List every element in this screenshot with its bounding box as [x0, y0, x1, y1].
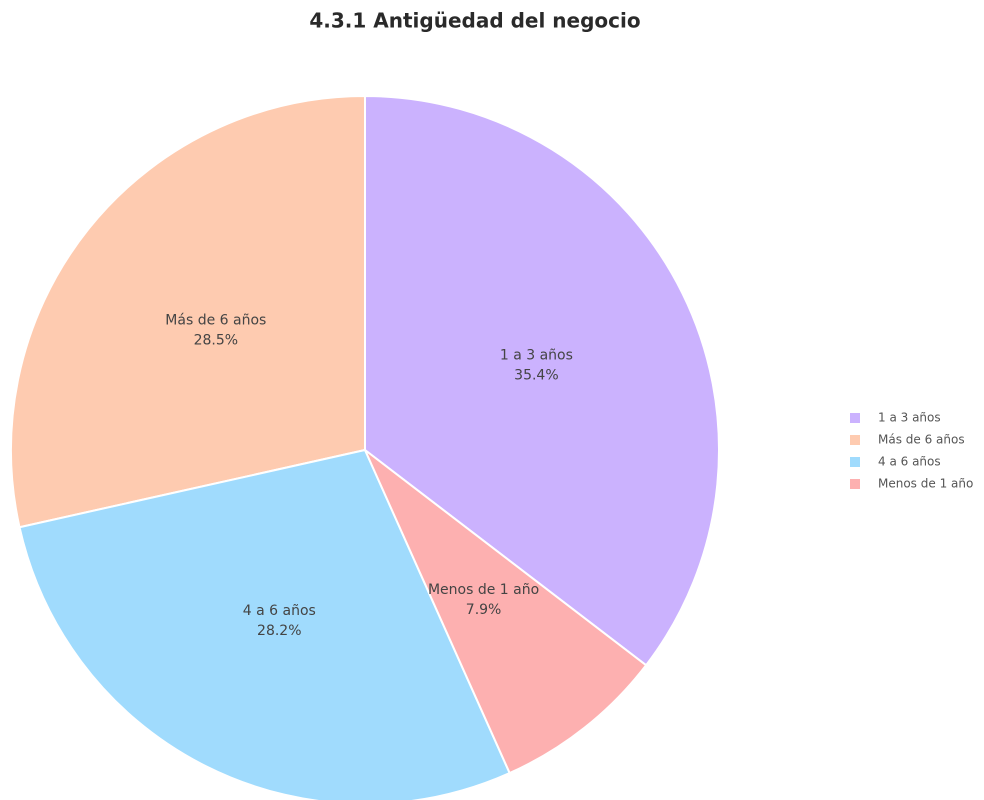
pie-slice — [18, 448, 511, 800]
pie-slice — [364, 449, 648, 775]
slice-label: Más de 6 años — [165, 312, 266, 328]
slice-label: 1 a 3 años — [500, 347, 573, 363]
slice-value: 7.9% — [466, 602, 502, 618]
legend-text: 4 a 6 años — [878, 455, 941, 469]
pie-slice — [364, 94, 720, 667]
slice-value: 35.4% — [514, 367, 558, 383]
legend-text: 1 a 3 años — [878, 411, 941, 425]
legend-text: Más de 6 años — [878, 433, 965, 447]
legend-swatch — [850, 479, 860, 489]
legend-swatch — [850, 413, 860, 423]
slice-label: Menos de 1 año — [428, 582, 539, 598]
pie-slice — [10, 94, 366, 529]
legend-swatch — [850, 435, 860, 445]
chart-title: 4.3.1 Antigüedad del negocio — [309, 9, 640, 33]
slice-value: 28.5% — [194, 332, 238, 348]
legend-text: Menos de 1 año — [878, 477, 973, 491]
slice-label: 4 a 6 años — [243, 603, 316, 619]
legend-swatch — [850, 457, 860, 467]
slice-value: 28.2% — [257, 623, 301, 639]
